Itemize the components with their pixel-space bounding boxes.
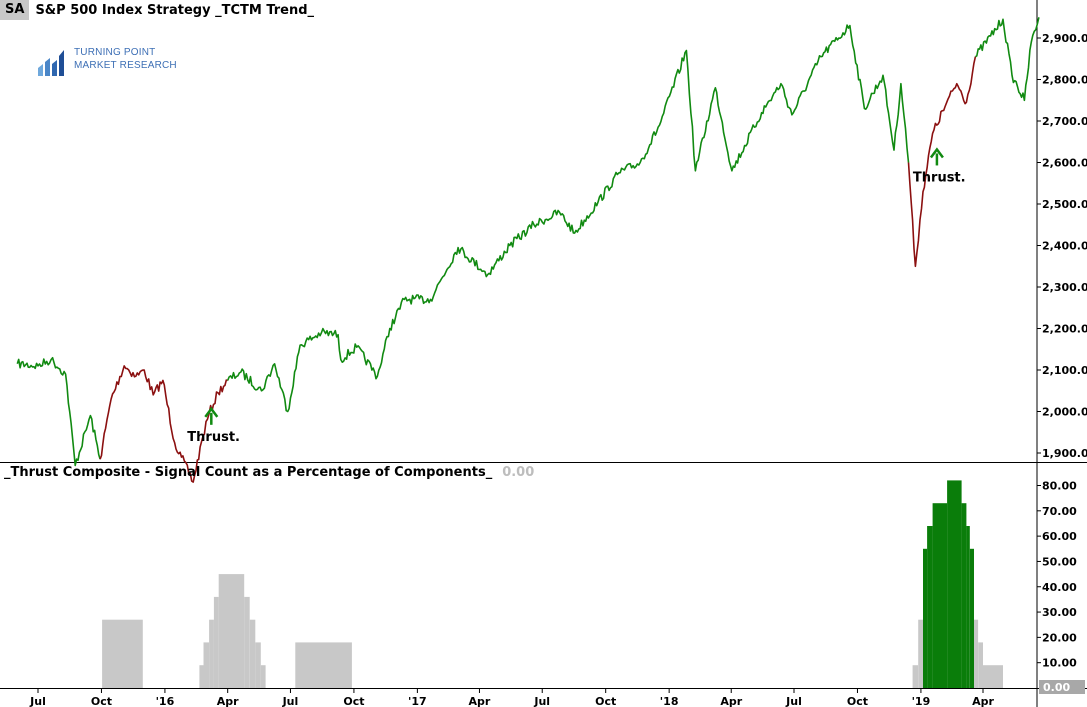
x-tick-label: Jul bbox=[533, 695, 550, 707]
x-tick-label: '16 bbox=[156, 695, 175, 707]
bar-y-tick-label: 70.00 bbox=[1042, 505, 1077, 518]
x-tick-label: Oct bbox=[595, 695, 616, 707]
composite-bar bbox=[932, 503, 948, 688]
composite-bar bbox=[260, 665, 266, 688]
composite-bar bbox=[244, 596, 250, 688]
composite-bar bbox=[969, 548, 974, 688]
company-logo: TURNING POINT MARKET RESEARCH bbox=[36, 46, 177, 78]
composite-bar bbox=[947, 480, 962, 688]
price-y-tick-label: 1,900.00 bbox=[1042, 447, 1087, 460]
price-y-tick-label: 2,200.00 bbox=[1042, 323, 1087, 336]
price-y-tick-label: 2,300.00 bbox=[1042, 281, 1087, 294]
price-y-tick-label: 2,800.00 bbox=[1042, 74, 1087, 87]
logo-line-2: MARKET RESEARCH bbox=[74, 60, 177, 71]
composite-bar bbox=[961, 503, 967, 688]
composite-bar bbox=[209, 619, 214, 688]
price-y-tick-label: 2,100.00 bbox=[1042, 364, 1087, 377]
composite-bar bbox=[295, 642, 352, 688]
price-y-tick-label: 2,500.00 bbox=[1042, 198, 1087, 211]
composite-bar bbox=[213, 596, 219, 688]
x-tick-label: Jul bbox=[785, 695, 802, 707]
composite-bar bbox=[974, 619, 979, 688]
price-y-tick-label: 2,400.00 bbox=[1042, 240, 1087, 253]
price-line-up-segment bbox=[16, 356, 101, 467]
thrust-annotation: Thrust. bbox=[187, 430, 240, 445]
composite-bar bbox=[218, 574, 245, 688]
x-tick-label: '17 bbox=[408, 695, 427, 707]
x-tick-label: Jul bbox=[282, 695, 299, 707]
x-tick-label: '18 bbox=[660, 695, 679, 707]
composite-bar bbox=[918, 619, 923, 688]
x-tick-label: Apr bbox=[469, 695, 491, 707]
composite-bar bbox=[966, 526, 970, 688]
composite-bar bbox=[249, 619, 256, 688]
x-tick-label: Jul bbox=[29, 695, 46, 707]
x-tick-label: Apr bbox=[720, 695, 742, 707]
composite-bar bbox=[102, 619, 143, 688]
subpanel-title-text: _Thrust Composite - Signal Count as a Pe… bbox=[4, 465, 493, 480]
composite-bar bbox=[923, 548, 928, 688]
price-line-down-segment bbox=[907, 56, 977, 268]
bar-y-tick-label: 80.00 bbox=[1042, 480, 1077, 493]
thrust-annotation: Thrust. bbox=[913, 170, 966, 185]
x-tick-label: Oct bbox=[847, 695, 868, 707]
symbol-badge[interactable]: SA bbox=[0, 0, 30, 20]
x-tick-label: Oct bbox=[91, 695, 112, 707]
composite-bar bbox=[912, 665, 919, 688]
logo-line-1: TURNING POINT bbox=[74, 47, 156, 58]
price-y-tick-label: 2,700.00 bbox=[1042, 115, 1087, 128]
x-tick-label: '19 bbox=[912, 695, 931, 707]
price-y-tick-label: 2,600.00 bbox=[1042, 157, 1087, 170]
thrust-arrow-head-icon bbox=[204, 406, 219, 418]
chart-header: SA S&P 500 Index Strategy _TCTM Trend_ bbox=[0, 0, 314, 20]
bar-y-tick-label: 40.00 bbox=[1042, 581, 1077, 594]
subpanel-title: _Thrust Composite - Signal Count as a Pe… bbox=[4, 465, 534, 480]
composite-bar bbox=[199, 665, 204, 688]
price-line-down-segment bbox=[99, 365, 228, 483]
composite-bar bbox=[983, 665, 1003, 688]
x-tick-label: Oct bbox=[343, 695, 364, 707]
x-tick-label: Apr bbox=[972, 695, 994, 707]
logo-bars-icon bbox=[38, 50, 64, 76]
price-y-tick-label: 2,000.00 bbox=[1042, 406, 1087, 419]
current-value-badge bbox=[1039, 680, 1085, 694]
subpanel-current-value: 0.00 bbox=[502, 465, 535, 480]
bar-y-tick-label: 50.00 bbox=[1042, 555, 1077, 568]
bar-y-tick-label: 10.00 bbox=[1042, 657, 1077, 670]
composite-bar bbox=[255, 642, 261, 688]
price-line-up-segment bbox=[226, 24, 910, 413]
current-value-badge-label: 0.00 bbox=[1043, 681, 1070, 694]
bar-y-tick-label: 30.00 bbox=[1042, 606, 1077, 619]
price-y-tick-label: 2,900.00 bbox=[1042, 32, 1087, 45]
thrust-arrow-head-icon bbox=[929, 147, 944, 159]
x-tick-label: Apr bbox=[217, 695, 239, 707]
composite-bar bbox=[203, 642, 209, 688]
bar-y-tick-label: 20.00 bbox=[1042, 631, 1077, 644]
composite-bar bbox=[978, 642, 983, 688]
composite-bar bbox=[927, 526, 933, 688]
bar-y-tick-label: 60.00 bbox=[1042, 530, 1077, 543]
price-line-up-segment bbox=[975, 17, 1040, 102]
chart-title: S&P 500 Index Strategy _TCTM Trend_ bbox=[35, 2, 315, 18]
